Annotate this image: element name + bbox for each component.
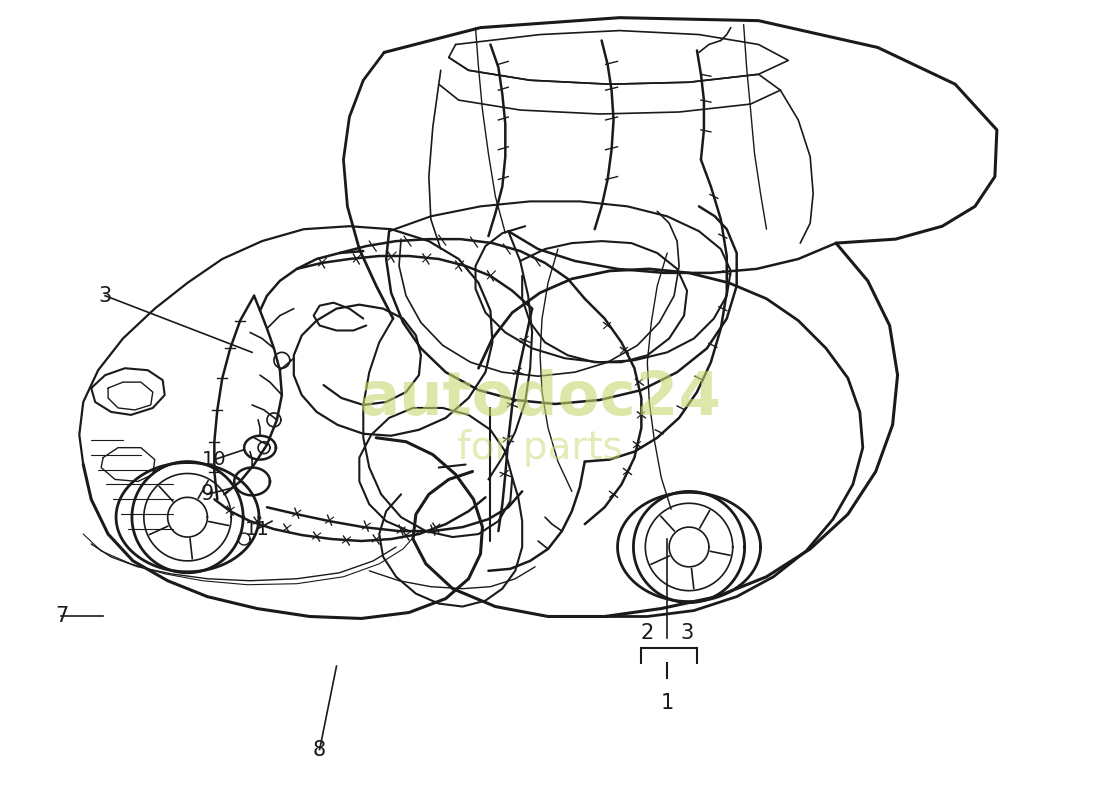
Text: 8: 8 [314, 739, 327, 759]
Text: 11: 11 [244, 519, 270, 538]
Text: 9: 9 [200, 484, 214, 504]
Text: 3: 3 [99, 286, 112, 306]
Text: 10: 10 [202, 450, 227, 469]
Text: for parts: for parts [458, 429, 623, 466]
Text: autodoc24: autodoc24 [359, 369, 722, 427]
Text: 1: 1 [661, 693, 674, 713]
Text: 2: 2 [640, 623, 653, 643]
Text: 3: 3 [681, 623, 694, 643]
Text: 7: 7 [55, 606, 68, 626]
